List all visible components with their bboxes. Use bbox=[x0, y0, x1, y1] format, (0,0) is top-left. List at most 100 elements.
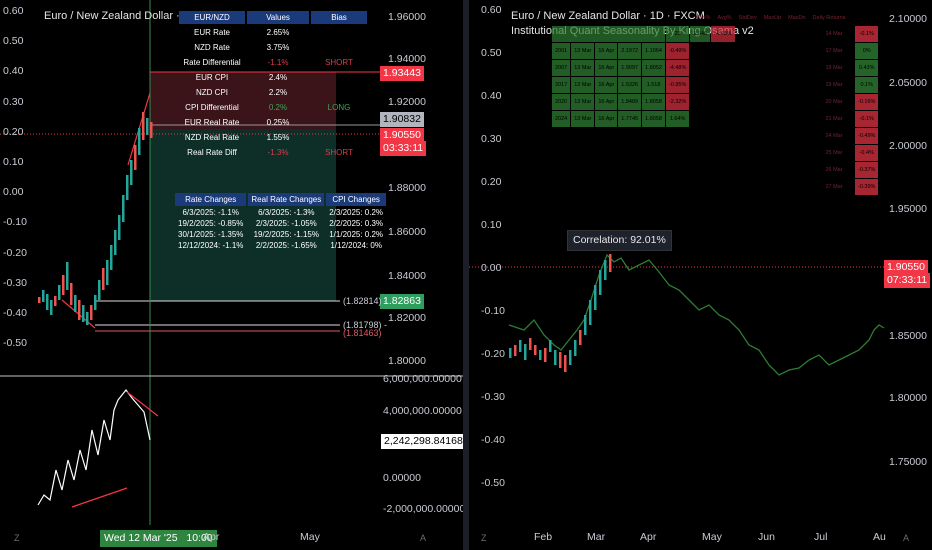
left-axis-tick: -0.20 bbox=[481, 348, 505, 360]
seasonality-header: Win% bbox=[693, 10, 713, 26]
candle bbox=[110, 245, 113, 270]
oscillator-tick: -2,000,000.00000 bbox=[383, 503, 463, 515]
level-label-3: (1.81463) bbox=[343, 328, 382, 338]
right-chart-panel[interactable]: Euro / New Zealand Dollar · 1D · FXCM In… bbox=[469, 0, 932, 550]
oscillator-tick: 6,000,000.00000 bbox=[383, 373, 462, 385]
candle bbox=[514, 345, 517, 356]
seasonality-cell: 1.8058 bbox=[642, 94, 665, 110]
changes-cell: 6/3/2025: -1.1% bbox=[175, 208, 246, 217]
candle bbox=[90, 305, 93, 320]
auto-scale-button[interactable]: A bbox=[420, 533, 426, 543]
changes-row: 30/1/2025: -1.35% 19/2/2025: -1.15% 1/1/20… bbox=[175, 230, 386, 239]
candle bbox=[70, 283, 73, 305]
candle bbox=[106, 260, 109, 285]
time-axis-label: Apr bbox=[640, 531, 656, 543]
daily-return-date: 14 Mar bbox=[814, 26, 854, 42]
right-auto-scale-button[interactable]: A bbox=[903, 533, 909, 543]
macro-row: NZD CPI 2.2% bbox=[179, 86, 367, 99]
left-chart-panel[interactable]: Euro / New Zealand Dollar · 4h · FXCM 0.… bbox=[0, 0, 463, 550]
right-axis-tick: 1.92000 bbox=[388, 96, 426, 108]
seasonality-year-row: 2001 13 Mar 16 Apr 2.1972 1.1064 -0.49% bbox=[552, 43, 735, 59]
candle bbox=[66, 262, 69, 290]
seasonality-cell: 2024 bbox=[552, 111, 570, 127]
candle bbox=[564, 355, 567, 372]
left-axis-tick: 0.00 bbox=[3, 186, 23, 198]
macro-label: EUR CPI bbox=[179, 71, 245, 84]
daily-return-value: -0.49% bbox=[855, 128, 878, 144]
seasonality-cell: -0.49% bbox=[666, 43, 689, 59]
seasonality-cell: 2007 bbox=[552, 60, 570, 76]
right-chart-title: Euro / New Zealand Dollar · 1D · FXCM bbox=[511, 10, 705, 22]
candle bbox=[609, 254, 612, 272]
left-axis-tick: -0.10 bbox=[481, 305, 505, 317]
left-axis-tick: 0.50 bbox=[481, 47, 501, 59]
macro-label: EUR Real Rate bbox=[179, 116, 245, 129]
zoom-reset-button[interactable]: Z bbox=[14, 533, 20, 543]
candle bbox=[130, 160, 133, 185]
seasonality-header: MaxDn bbox=[785, 10, 808, 26]
macro-header-pair: EUR/NZD bbox=[179, 11, 245, 24]
left-axis-tick: 0.60 bbox=[3, 5, 23, 17]
macro-value: -1.3% bbox=[247, 146, 309, 159]
seasonality-max-dn: -4.48% bbox=[711, 26, 734, 42]
oscillator-line bbox=[38, 390, 150, 505]
candle bbox=[559, 352, 562, 368]
seasonality-year-row: 2017 13 Mar 16 Apr 1.5326 1.518 -0.95% bbox=[552, 77, 735, 93]
daily-return-row: 27 Mar -0.39% bbox=[814, 179, 878, 195]
right-axis-tick: 2.00000 bbox=[889, 140, 927, 152]
macro-row: CPI Differential 0.2% LONG bbox=[179, 101, 367, 114]
macro-row: NZD Real Rate 1.55% bbox=[179, 131, 367, 144]
macro-bias bbox=[311, 26, 367, 39]
left-axis-tick: 0.20 bbox=[481, 176, 501, 188]
daily-return-date: 21 Mar bbox=[814, 111, 854, 127]
seasonality-header: Avg% bbox=[714, 10, 734, 26]
candle bbox=[579, 330, 582, 345]
right-axis-tick: 1.80000 bbox=[889, 392, 927, 404]
daily-return-row: 17 Mar 0% bbox=[814, 43, 878, 59]
seasonality-cell: 2.1972 bbox=[618, 43, 641, 59]
daily-return-row: 20 Mar -0.16% bbox=[814, 94, 878, 110]
changes-table: Rate Changes Real Rate Changes CPI Chang… bbox=[173, 191, 388, 252]
changes-cell: 2/3/2025: -1.05% bbox=[248, 219, 324, 228]
candle bbox=[102, 268, 105, 290]
seasonality-cell: 13 Mar bbox=[571, 77, 594, 93]
candle bbox=[62, 275, 65, 295]
changes-header-cpi: CPI Changes bbox=[326, 193, 386, 206]
level-label-1: (1.82814) - bbox=[343, 296, 387, 306]
macro-label: NZD Real Rate bbox=[179, 131, 245, 144]
macro-header-bias: Bias bbox=[311, 11, 367, 24]
changes-header-rate: Rate Changes bbox=[175, 193, 246, 206]
seasonality-cell: 13 Mar bbox=[571, 43, 594, 59]
macro-value: 0.25% bbox=[247, 116, 309, 129]
seasonality-cell: 2020 bbox=[552, 94, 570, 110]
oscillator-value-badge: 2,242,298.84168 bbox=[381, 434, 463, 449]
macro-value: 1.55% bbox=[247, 131, 309, 144]
seasonality-cell: 13 Mar bbox=[571, 60, 594, 76]
take-profit-badge: 1.93443 bbox=[380, 66, 424, 81]
macro-bias bbox=[311, 86, 367, 99]
daily-return-row: 18 Mar 0.43% bbox=[814, 60, 878, 76]
changes-cell: 19/2/2025: -1.15% bbox=[248, 230, 324, 239]
left-axis-tick: -0.10 bbox=[3, 216, 27, 228]
daily-return-date: 17 Mar bbox=[814, 43, 854, 59]
candle bbox=[94, 295, 97, 310]
right-zoom-reset-button[interactable]: Z bbox=[481, 533, 487, 543]
macro-label: NZD Rate bbox=[179, 41, 245, 54]
right-axis-tick: 2.10000 bbox=[889, 13, 927, 25]
seasonality-win: 23 bbox=[666, 26, 689, 42]
macro-row: EUR CPI 2.4% bbox=[179, 71, 367, 84]
seasonality-year-row: 2024 13 Mar 16 Apr 1.7745 1.8058 1.64% bbox=[552, 111, 735, 127]
daily-return-value: -0.16% bbox=[855, 94, 878, 110]
left-axis-tick: 0.10 bbox=[3, 156, 23, 168]
left-axis-tick: 0.40 bbox=[3, 65, 23, 77]
macro-value: 2.4% bbox=[247, 71, 309, 84]
macro-value: -1.1% bbox=[247, 56, 309, 69]
left-axis-tick: -0.30 bbox=[481, 391, 505, 403]
time-axis-label: Au bbox=[873, 531, 886, 543]
daily-return-row: 21 Mar -0.1% bbox=[814, 111, 878, 127]
daily-return-date: 26 Mar bbox=[814, 162, 854, 178]
candle bbox=[86, 312, 89, 325]
candle bbox=[142, 112, 145, 140]
crosshair-date-badge: Wed 12 Mar '25 10:00 bbox=[100, 530, 217, 547]
left-axis-tick: -0.40 bbox=[481, 434, 505, 446]
